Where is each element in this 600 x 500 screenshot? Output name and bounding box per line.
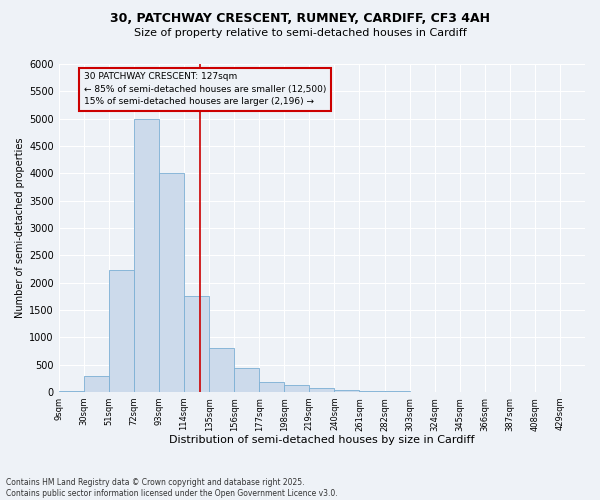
Bar xyxy=(109,270,134,392)
Bar xyxy=(234,368,259,392)
Bar xyxy=(334,390,359,392)
Bar xyxy=(134,118,159,392)
Bar xyxy=(209,348,234,392)
Bar xyxy=(310,388,334,392)
Bar xyxy=(359,390,385,392)
Bar xyxy=(159,174,184,392)
Y-axis label: Number of semi-detached properties: Number of semi-detached properties xyxy=(15,138,25,318)
Bar xyxy=(84,376,109,392)
Bar xyxy=(59,390,84,392)
Bar xyxy=(184,296,209,392)
Text: Size of property relative to semi-detached houses in Cardiff: Size of property relative to semi-detach… xyxy=(134,28,466,38)
Text: Contains HM Land Registry data © Crown copyright and database right 2025.
Contai: Contains HM Land Registry data © Crown c… xyxy=(6,478,338,498)
X-axis label: Distribution of semi-detached houses by size in Cardiff: Distribution of semi-detached houses by … xyxy=(169,435,475,445)
Bar xyxy=(284,386,310,392)
Text: 30, PATCHWAY CRESCENT, RUMNEY, CARDIFF, CF3 4AH: 30, PATCHWAY CRESCENT, RUMNEY, CARDIFF, … xyxy=(110,12,490,26)
Bar xyxy=(385,391,410,392)
Bar xyxy=(259,382,284,392)
Text: 30 PATCHWAY CRESCENT: 127sqm
← 85% of semi-detached houses are smaller (12,500)
: 30 PATCHWAY CRESCENT: 127sqm ← 85% of se… xyxy=(84,72,326,106)
